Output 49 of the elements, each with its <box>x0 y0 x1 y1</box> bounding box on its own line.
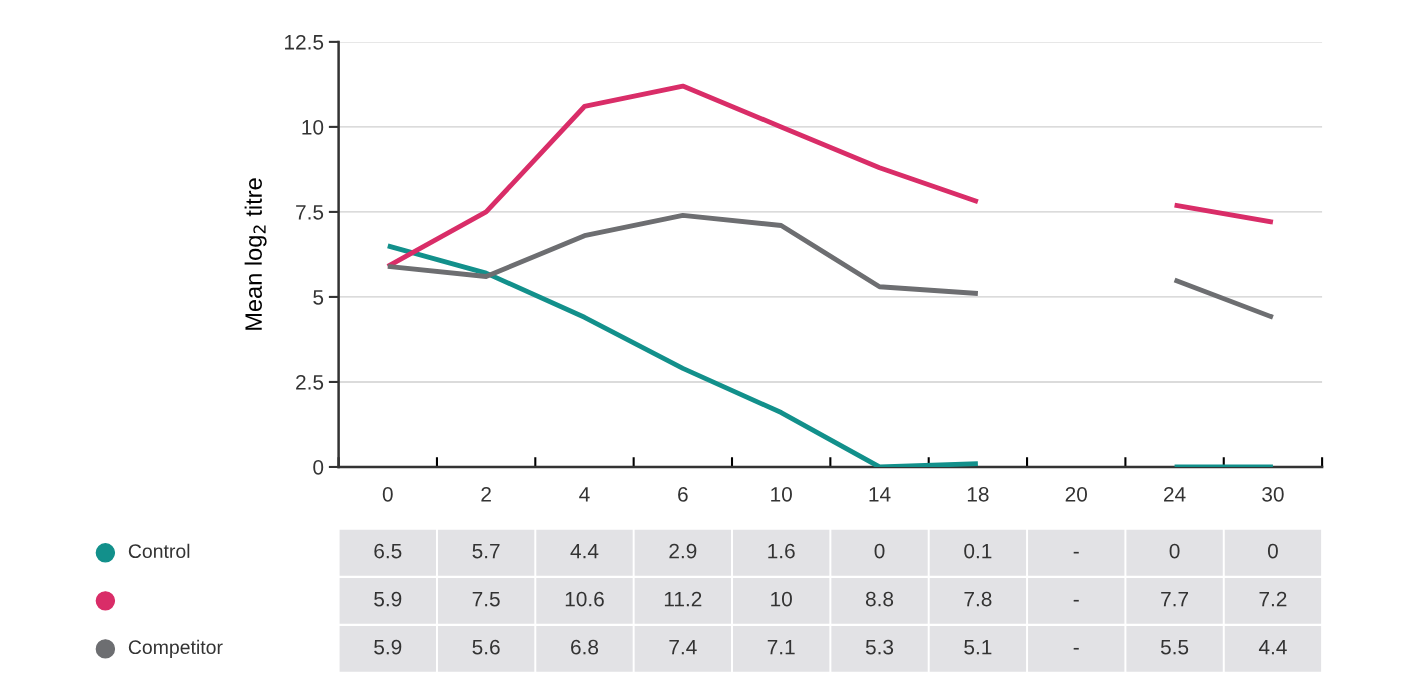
y-axis-title: Mean log$_{2}$ titre <box>244 178 267 330</box>
data-label: 0 <box>874 543 885 559</box>
data-label: 7.2 <box>1259 591 1287 607</box>
data-label: 5.7 <box>472 543 500 559</box>
data-label: 5.9 <box>374 639 402 655</box>
data-label: 0 <box>1169 543 1180 559</box>
text: - <box>1073 647 1079 650</box>
y-tick-label: 10 <box>302 119 324 135</box>
y-tick-label: 7.5 <box>296 205 324 220</box>
data-label: 2.9 <box>669 543 697 559</box>
data-label: 5.6 <box>472 639 500 655</box>
y-tick-label: 12.5 <box>285 34 324 50</box>
data-label: 0.1 <box>964 543 992 559</box>
text: - <box>1073 551 1079 554</box>
data-label: 7.5 <box>472 591 500 607</box>
data-label: 0 <box>1267 543 1278 559</box>
x-tick-label: 18 <box>967 486 989 502</box>
legend-label: Competitor <box>128 639 223 658</box>
data-label: 5.3 <box>865 639 894 655</box>
data-label: 7.1 <box>767 639 795 655</box>
data-label: 6.8 <box>571 639 599 655</box>
data-label: 11.2 <box>664 591 702 607</box>
y-tick-label: 5 <box>313 290 324 305</box>
data-label: 7.7 <box>1161 591 1189 607</box>
data-label: 6.5 <box>374 543 402 559</box>
x-tick-label: 10 <box>771 486 792 502</box>
data-label: 5.5 <box>1160 639 1189 655</box>
text: - <box>1073 599 1079 602</box>
x-tick-label: 30 <box>1262 486 1284 502</box>
data-label: 8.8 <box>865 591 894 607</box>
y-tick-label: 0 <box>313 459 324 475</box>
data-label: 4.4 <box>1258 639 1287 655</box>
x-tick-label: 0 <box>382 486 393 502</box>
data-label: 7.4 <box>669 639 697 655</box>
x-tick-label: 24 <box>1164 486 1186 502</box>
x-tick-label: 6 <box>678 486 688 502</box>
data-label: 1.6 <box>768 543 795 559</box>
x-tick-label: 14 <box>869 487 891 502</box>
data-label: 4.4 <box>570 543 599 559</box>
legend-label: Control <box>128 543 190 559</box>
data-label: 10 <box>771 591 792 607</box>
data-label: 5.1 <box>964 639 992 655</box>
data-label: 10.6 <box>565 591 604 607</box>
x-tick-label: 2 <box>481 486 491 502</box>
data-label: 7.8 <box>964 591 992 607</box>
x-tick-label: 4 <box>579 487 590 502</box>
y-tick-label: 2.5 <box>296 374 324 390</box>
x-tick-label: 20 <box>1065 486 1087 502</box>
data-label: 5.9 <box>374 591 402 607</box>
